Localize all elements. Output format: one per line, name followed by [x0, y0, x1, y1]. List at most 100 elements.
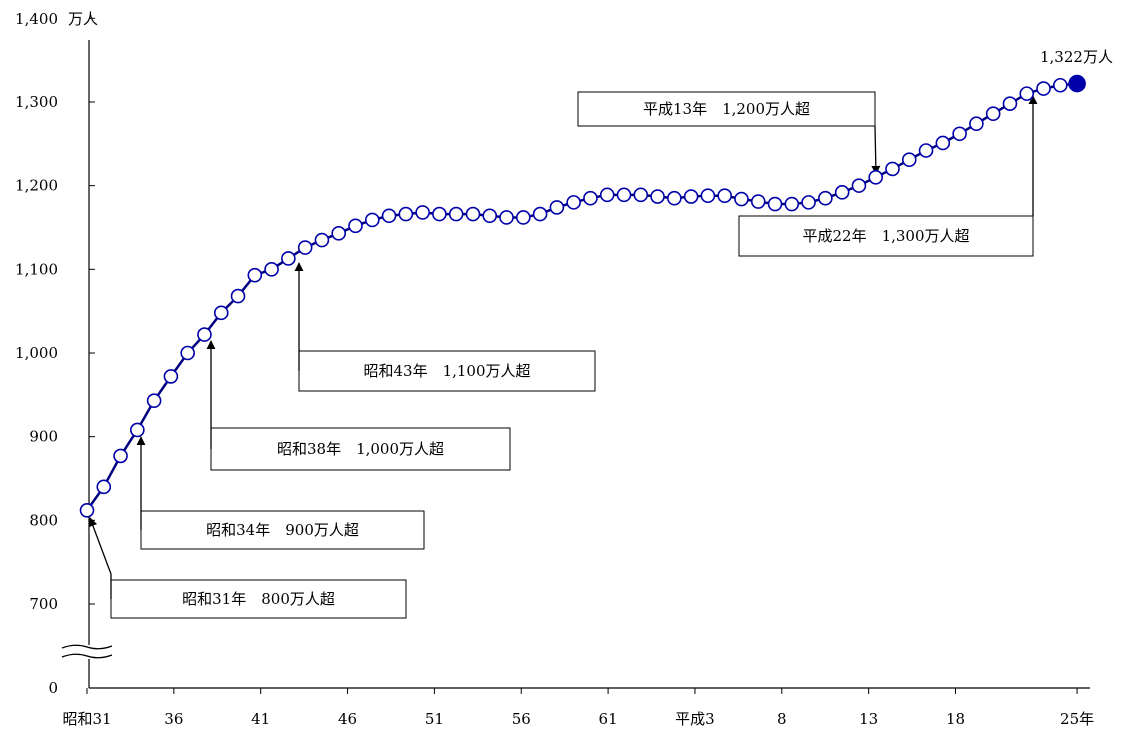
x-axis-ticks: 昭和31 36 41 46 51 56 61 平成3 8 13 18 25年 [62, 688, 1094, 728]
data-point [935, 135, 951, 151]
data-point [499, 210, 514, 225]
axis-break-line [61, 644, 113, 650]
y-tick-label: 1,300 [15, 93, 58, 111]
data-point [901, 152, 917, 168]
data-point [230, 288, 246, 304]
data-point [885, 161, 900, 177]
data-point [130, 422, 145, 438]
annotation-arrow [88, 517, 112, 599]
x-tick-label: 51 [425, 710, 444, 728]
data-point [700, 188, 716, 203]
data-point [667, 190, 682, 206]
annotation-box [298, 350, 596, 392]
data-point [163, 369, 179, 384]
data-point [381, 208, 397, 224]
final-value-label: 1,322万人 [1040, 48, 1113, 66]
data-point [599, 187, 615, 203]
data-point [532, 206, 548, 222]
y-tick-label: 1,400 [15, 10, 58, 28]
data-point [516, 210, 531, 225]
data-point [264, 262, 279, 277]
annotation-text: 平成22年 1,300万人超 [802, 227, 969, 245]
data-point [281, 251, 296, 266]
data-point [314, 232, 330, 248]
data-point [1002, 96, 1018, 111]
data-point [717, 188, 732, 203]
data-point [549, 200, 565, 215]
y-tick-label: 1,100 [15, 260, 58, 278]
x-tick-label: 平成3 [675, 710, 715, 728]
x-tick-label: 25年 [1060, 710, 1094, 728]
y-tick-label: 0 [48, 679, 58, 697]
data-point [297, 240, 313, 255]
data-point [918, 143, 934, 158]
population-series [79, 74, 1086, 518]
annotation-text: 昭和38年 1,000万人超 [277, 440, 444, 458]
data-point [1053, 77, 1068, 93]
data-point [801, 195, 816, 210]
annotation-text: 昭和34年 900万人超 [206, 521, 359, 539]
data-point [247, 267, 263, 283]
annotation-box [210, 427, 511, 471]
y-tick-label: 900 [29, 428, 58, 446]
data-point [734, 191, 749, 207]
data-point [784, 196, 800, 212]
final-data-point [1068, 74, 1086, 93]
data-point [851, 178, 867, 193]
annotation-box [738, 215, 1034, 257]
x-tick-label: 13 [859, 710, 878, 728]
data-point [868, 169, 884, 185]
y-tick-label: 1,000 [15, 344, 58, 362]
data-point [767, 196, 783, 212]
annotation-text: 平成13年 1,200万人超 [643, 100, 810, 118]
annotation-callout: 平成13年 1,200万人超 [577, 91, 881, 175]
chart-axes [61, 40, 1090, 689]
annotation-arrow [871, 125, 881, 175]
x-tick-label: 18 [946, 710, 965, 728]
data-point [633, 187, 649, 203]
annotation-callout: 昭和34年 900万人超 [136, 436, 425, 550]
annotation-callout: 昭和38年 1,000万人超 [206, 340, 511, 471]
y-tick-label: 800 [29, 511, 58, 529]
data-point [213, 305, 229, 321]
data-point [432, 206, 447, 222]
data-point [1036, 81, 1051, 96]
annotation-box [140, 510, 425, 550]
axis-break-gap [85, 645, 93, 659]
y-tick-label: 700 [29, 595, 58, 613]
annotation-text: 昭和31年 800万人超 [182, 590, 335, 608]
x-tick-label: 46 [338, 710, 357, 728]
data-point [985, 106, 1001, 121]
axis-break-line [61, 653, 113, 659]
annotation-text: 昭和43年 1,100万人超 [363, 362, 530, 380]
data-point [415, 205, 430, 220]
y-axis-ticks: 0 700 800 900 1,000 1,100 1,200 1,300 1,400 [15, 10, 95, 697]
y-axis-unit: 万人 [68, 10, 98, 28]
data-point [650, 189, 665, 204]
x-tick-label: 8 [777, 710, 787, 728]
data-point [834, 185, 850, 200]
data-point [969, 116, 984, 132]
data-point [750, 194, 766, 209]
data-point [952, 126, 967, 142]
x-tick-label: 36 [164, 710, 183, 728]
data-point [348, 218, 363, 234]
x-tick-label: 昭和31 [62, 710, 111, 728]
data-point [96, 479, 112, 495]
annotation-box [577, 91, 876, 127]
data-point [331, 226, 347, 241]
data-point [465, 206, 481, 222]
x-tick-label: 41 [251, 710, 270, 728]
x-tick-label: 56 [512, 710, 531, 728]
x-tick-label: 61 [599, 710, 618, 728]
data-point [566, 195, 581, 210]
annotation-callout: 平成22年 1,300万人超 [738, 95, 1038, 257]
data-point [448, 206, 464, 222]
data-point [683, 189, 699, 204]
annotation-callout: 昭和43年 1,100万人超 [294, 262, 596, 392]
data-point [79, 502, 95, 518]
data-point [364, 212, 380, 228]
data-point [197, 327, 212, 342]
annotation-callout: 昭和31年 800万人超 [88, 517, 407, 619]
